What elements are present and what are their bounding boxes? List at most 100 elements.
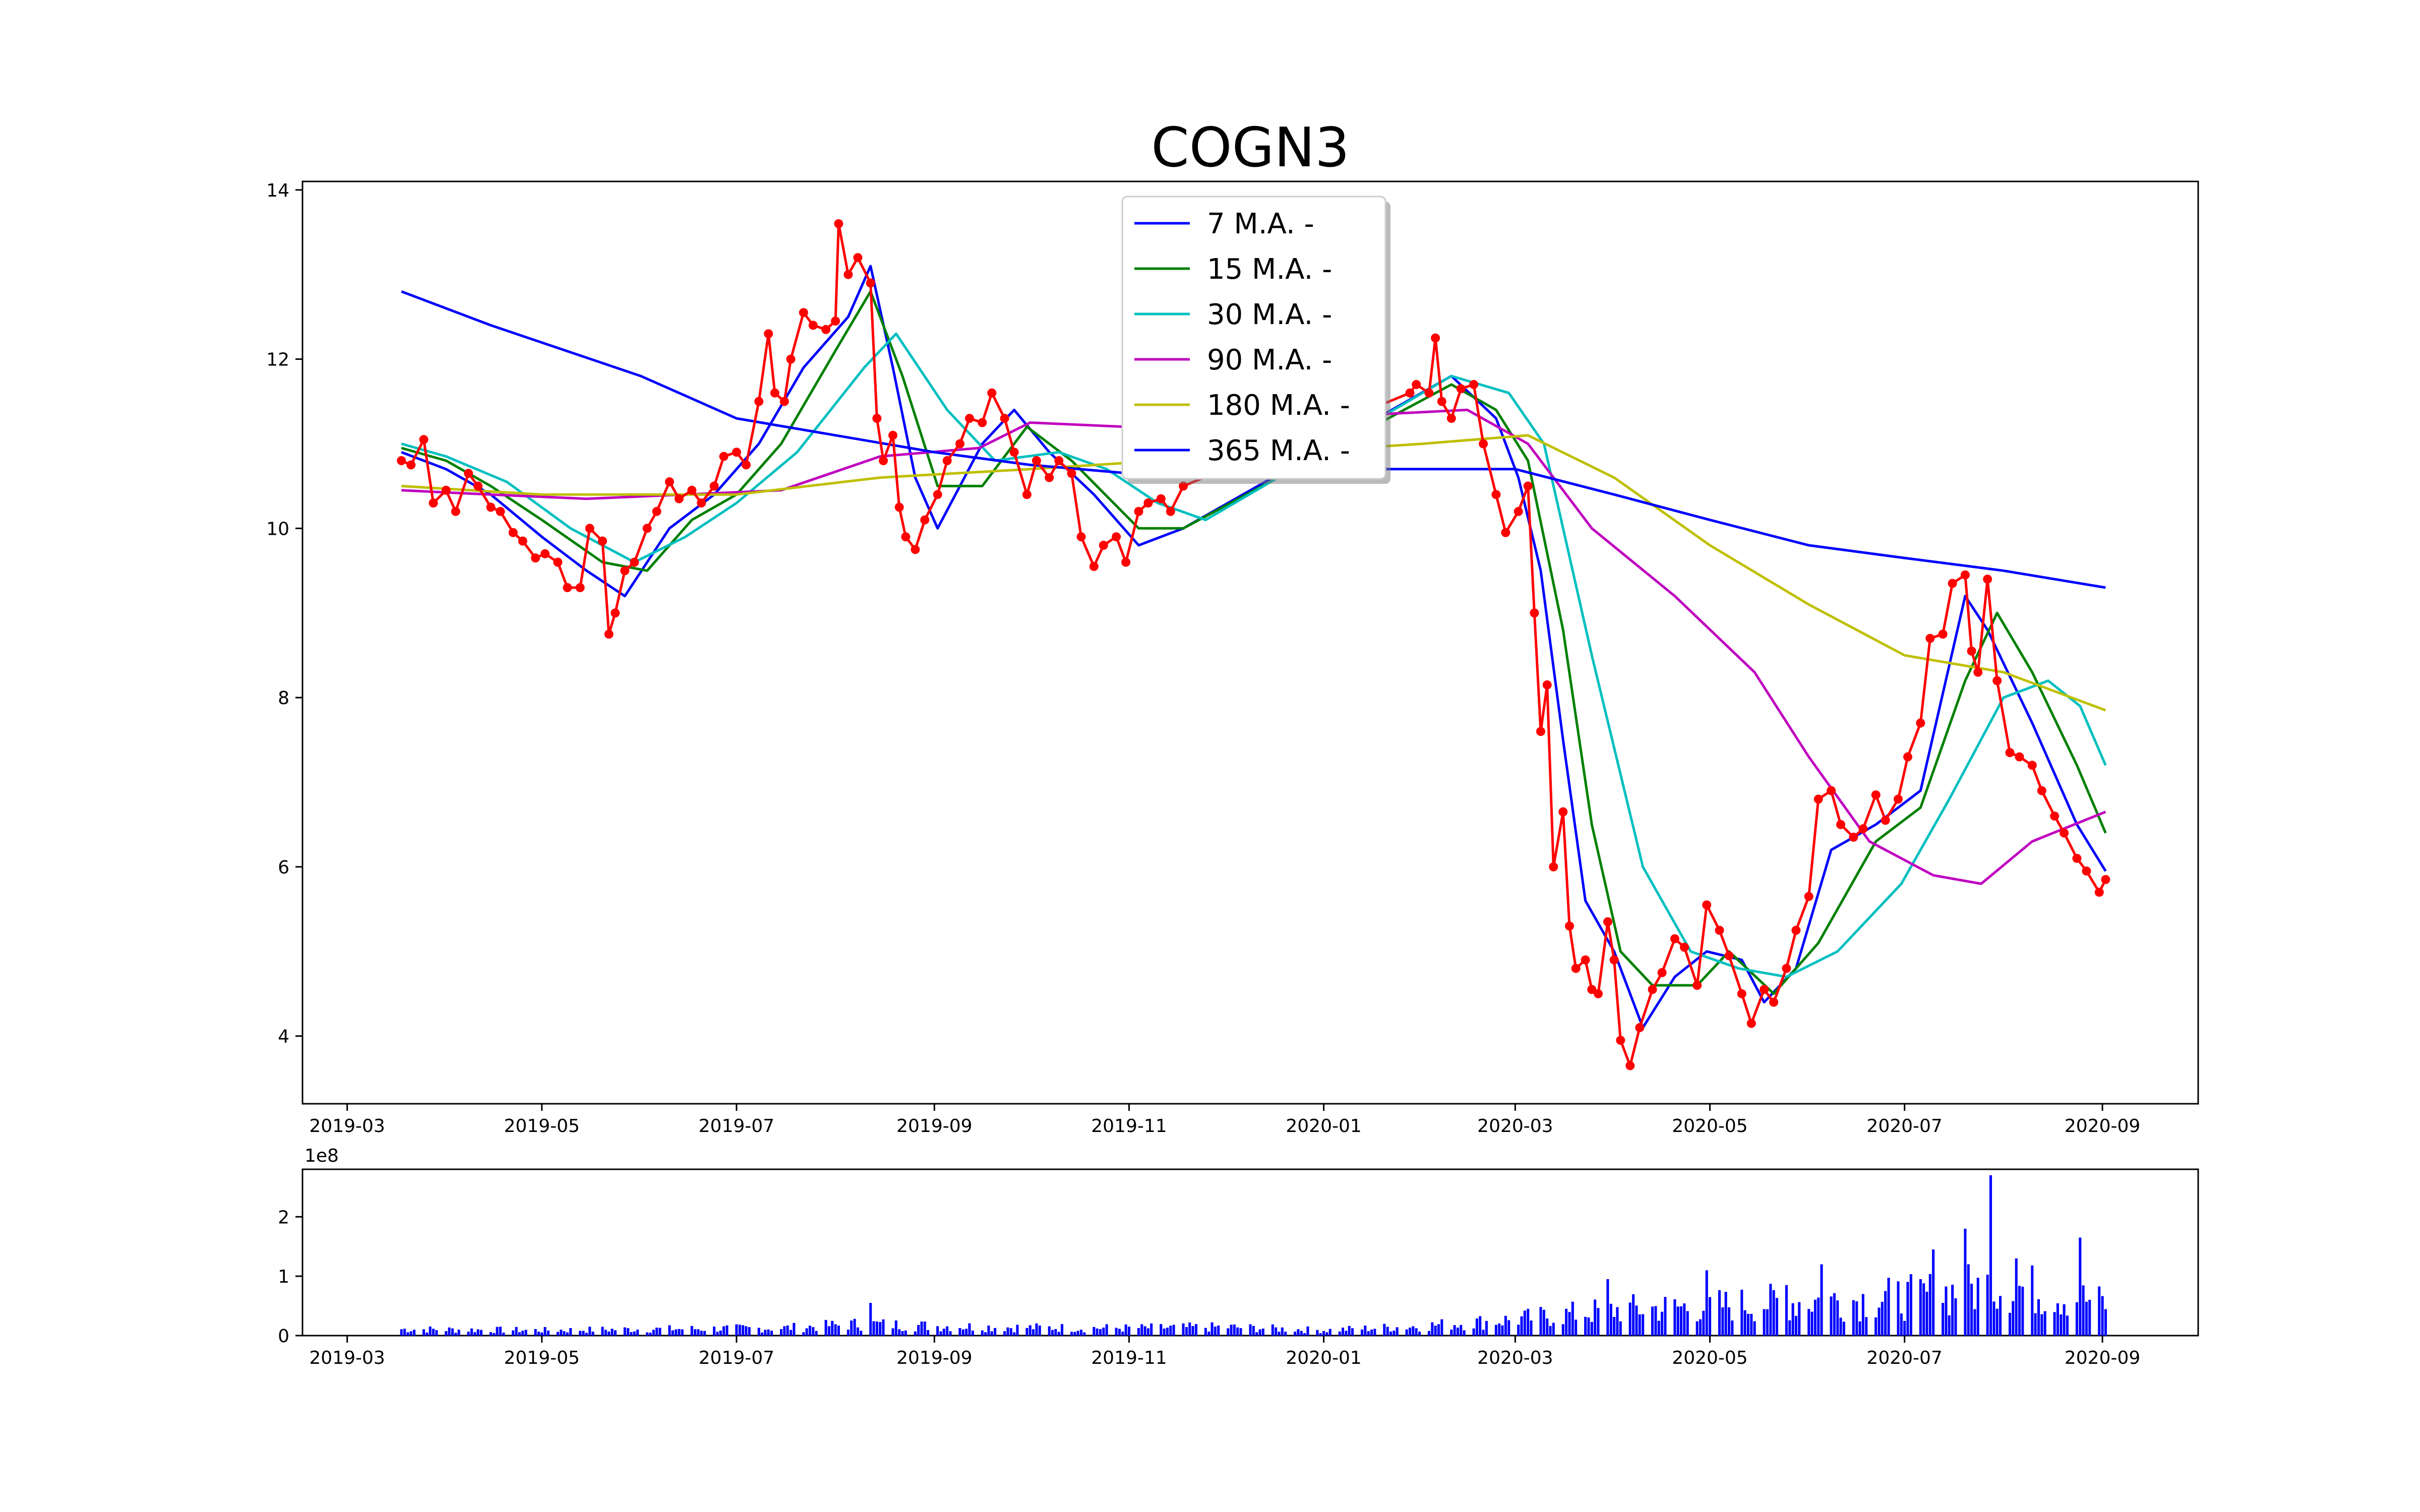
price-point (1405, 388, 1415, 398)
volume-bar (1051, 1330, 1054, 1336)
volume-bar (1504, 1315, 1507, 1336)
price-point (1549, 862, 1558, 871)
volume-bar (1683, 1303, 1686, 1336)
volume-bar (1191, 1326, 1194, 1336)
volume-bar (1642, 1314, 1645, 1336)
volume-bar (790, 1330, 793, 1336)
volume-bar (1999, 1296, 2002, 1336)
volume-bar (1450, 1330, 1453, 1336)
volume-bar (860, 1331, 863, 1336)
volume-bar (783, 1326, 786, 1336)
volume-bar (1032, 1329, 1035, 1336)
price-point (1581, 955, 1590, 965)
volume-bar (1073, 1332, 1076, 1336)
price-point (1431, 333, 1440, 343)
price-point (843, 270, 853, 279)
volume-bar (1731, 1320, 1734, 1336)
price-point (1782, 964, 1791, 973)
price-point (942, 456, 952, 465)
volume-bar (1728, 1307, 1731, 1336)
volume-bar (1076, 1331, 1079, 1336)
volume-bar (1115, 1328, 1118, 1336)
volume-x-tick-label: 2020-07 (1866, 1348, 1942, 1368)
volume-bar (802, 1332, 805, 1336)
volume-bar (770, 1331, 773, 1336)
volume-bar (611, 1329, 614, 1336)
volume-bar (1306, 1326, 1309, 1336)
volume-bar (547, 1331, 550, 1336)
volume-bar (856, 1327, 859, 1336)
volume-bar (1673, 1299, 1676, 1336)
price-point (1143, 498, 1153, 508)
volume-bar (1437, 1324, 1440, 1336)
volume-bar (764, 1330, 767, 1336)
price-point (540, 549, 550, 558)
volume-bar (1616, 1307, 1619, 1336)
volume-bar (1431, 1322, 1434, 1336)
legend-label-3: 30 M.A. - (1207, 298, 1332, 331)
y-tick-label: 6 (278, 857, 289, 878)
volume-bar (1278, 1332, 1281, 1336)
volume-bar (658, 1328, 661, 1336)
legend-items: 7 M.A. - 15 M.A. - 30 M.A. - 90 M.A. - 180 M… (1134, 208, 1350, 467)
volume-x-tick-label: 2019-07 (699, 1348, 774, 1368)
price-point (1827, 786, 1836, 795)
volume-bar (2098, 1286, 2101, 1336)
volume-bar (1820, 1264, 1823, 1336)
volume-bar (1897, 1281, 1900, 1336)
price-point (709, 481, 719, 491)
volume-bar (1163, 1329, 1166, 1336)
price-point (697, 498, 706, 508)
volume-bar (579, 1331, 582, 1336)
price-plot-frame (301, 180, 2199, 1105)
volume-bar (2018, 1286, 2021, 1336)
volume-bar (1096, 1328, 1099, 1336)
volume-bar (700, 1331, 703, 1336)
price-point (1616, 1036, 1625, 1045)
price-point (1166, 507, 1175, 516)
volume-bar (722, 1326, 725, 1336)
price-point (1412, 380, 1421, 389)
price-point (1437, 397, 1446, 406)
volume-bar (1970, 1284, 1973, 1336)
volume-bar (409, 1331, 412, 1336)
volume-bar (1351, 1328, 1354, 1336)
volume-bar (1928, 1274, 1931, 1336)
volume-bar (914, 1331, 917, 1336)
price-point (1456, 384, 1466, 394)
volume-x-axis: 2019-03 2019-05 2019-07 2019-09 2019-11 2020-… (309, 1336, 2140, 1368)
price-point (585, 524, 594, 533)
volume-bar (831, 1320, 834, 1336)
volume-bar (1587, 1317, 1590, 1336)
volume-bar (614, 1330, 617, 1336)
price-point (1724, 951, 1734, 961)
volume-bar (853, 1318, 856, 1336)
volume-bar (1705, 1270, 1708, 1336)
price-point (1491, 490, 1501, 499)
volume-bar (748, 1327, 751, 1336)
volume-bar (1275, 1327, 1278, 1336)
price-point (531, 553, 540, 563)
x-tick-label: 2020-07 (1866, 1116, 1942, 1137)
volume-bar (1185, 1327, 1188, 1336)
volume-bar (2104, 1309, 2107, 1336)
volume-bar (1772, 1290, 1775, 1336)
volume-bar (649, 1333, 652, 1336)
price-point (955, 439, 964, 449)
price-point (1076, 532, 1086, 542)
price-point (1903, 752, 1912, 762)
legend-label-6: 365 M.A. - (1207, 434, 1350, 467)
price-point (719, 452, 729, 461)
volume-bar (1038, 1326, 1041, 1336)
volume-bar (1992, 1301, 1995, 1336)
y-tick-label: 4 (278, 1027, 289, 1047)
volume-bar (1194, 1324, 1197, 1336)
volume-bar (1635, 1305, 1638, 1336)
volume-bar (694, 1329, 697, 1336)
volume-bar (556, 1332, 559, 1336)
volume-bar (1370, 1330, 1373, 1336)
price-point (1424, 388, 1434, 398)
volume-bar (2075, 1302, 2078, 1336)
volume-bar (2088, 1300, 2091, 1336)
y-tick-label: 12 (266, 350, 289, 370)
